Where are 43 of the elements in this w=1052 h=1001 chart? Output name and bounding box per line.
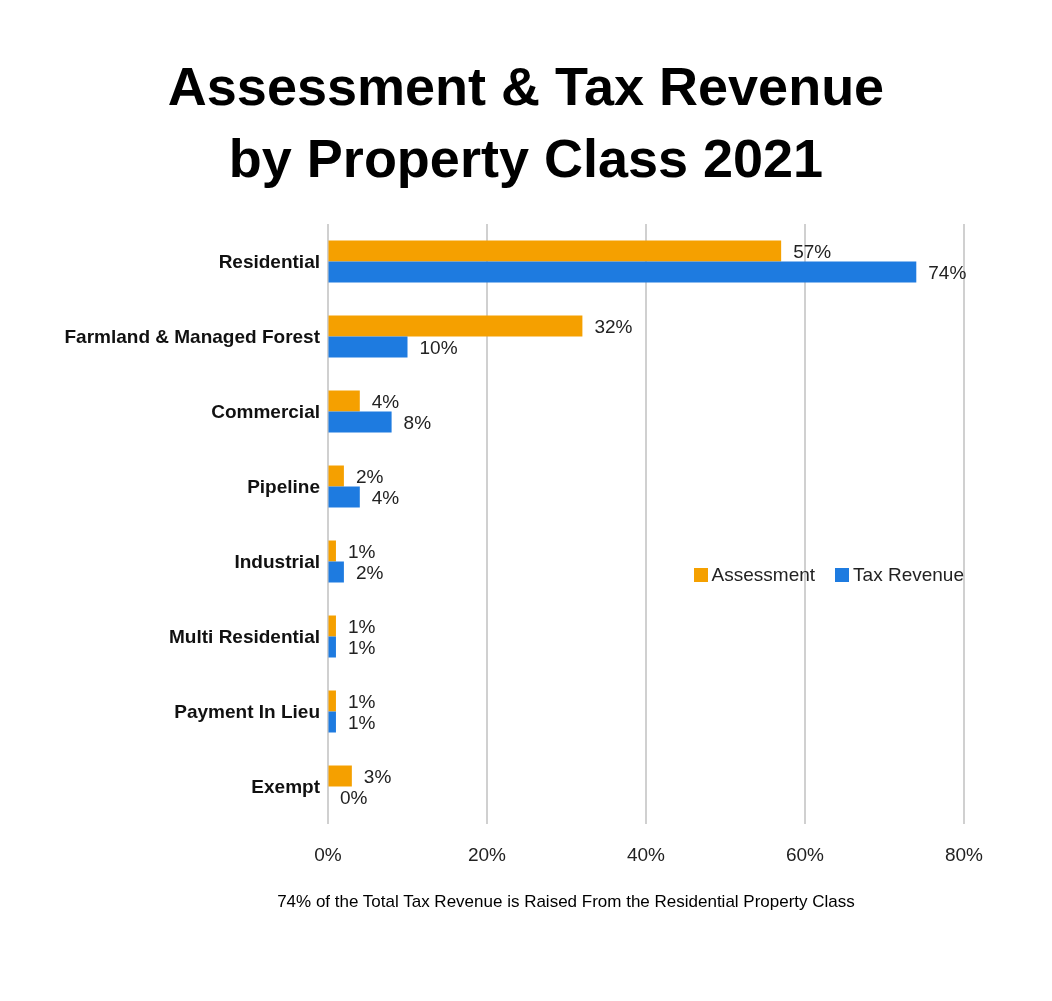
bar <box>328 240 782 262</box>
bar <box>328 390 360 412</box>
y-tick-label: Commercial <box>211 401 320 423</box>
x-tick-label: 80% <box>944 844 984 866</box>
data-label: 4% <box>371 390 400 412</box>
x-tick-label: 20% <box>467 844 507 866</box>
data-label: 10% <box>419 336 458 358</box>
x-tick-label: 0% <box>314 844 342 866</box>
text: 74% of the Total Tax Revenue is Raised From the Residential Property Class <box>276 892 856 912</box>
y-tick-label: Farmland & Managed Forest <box>64 326 321 348</box>
bar <box>328 465 344 487</box>
data-label: 1% <box>347 540 376 562</box>
chart-title: Assessment & Tax Revenue by Property Class 2021 <box>166 55 886 190</box>
bar <box>328 336 408 358</box>
data-label: 3% <box>363 765 392 787</box>
legend-label: Assessment <box>711 564 816 586</box>
y-tick-label: Exempt <box>251 776 321 798</box>
data-label: 74% <box>928 261 967 283</box>
x-tick-label: 40% <box>626 844 666 866</box>
data-label: 1% <box>347 711 376 733</box>
data-label: 1% <box>347 636 376 658</box>
data-label: 2% <box>355 465 384 487</box>
data-label: 1% <box>347 615 376 637</box>
data-label: 8% <box>403 411 432 433</box>
data-label: 2% <box>355 561 384 583</box>
y-tick-label: Pipeline <box>247 476 320 498</box>
data-label: 1% <box>347 690 376 712</box>
legend-label: Tax Revenue <box>853 564 964 586</box>
y-tick-label: Industrial <box>234 551 320 573</box>
data-label: 0% <box>340 786 368 808</box>
bar <box>328 486 360 508</box>
y-tick-label: Multi Residential <box>169 626 320 648</box>
y-tick-label: Payment In Lieu <box>174 701 320 723</box>
x-tick-label: 60% <box>785 844 825 866</box>
bar <box>328 561 344 583</box>
data-label: 32% <box>594 315 633 337</box>
data-label: 4% <box>371 486 400 508</box>
bar <box>328 261 917 283</box>
bar <box>328 765 352 787</box>
data-label: 57% <box>793 240 832 262</box>
bar <box>328 411 392 433</box>
bar <box>328 315 583 337</box>
y-tick-label: Residential <box>218 251 320 273</box>
